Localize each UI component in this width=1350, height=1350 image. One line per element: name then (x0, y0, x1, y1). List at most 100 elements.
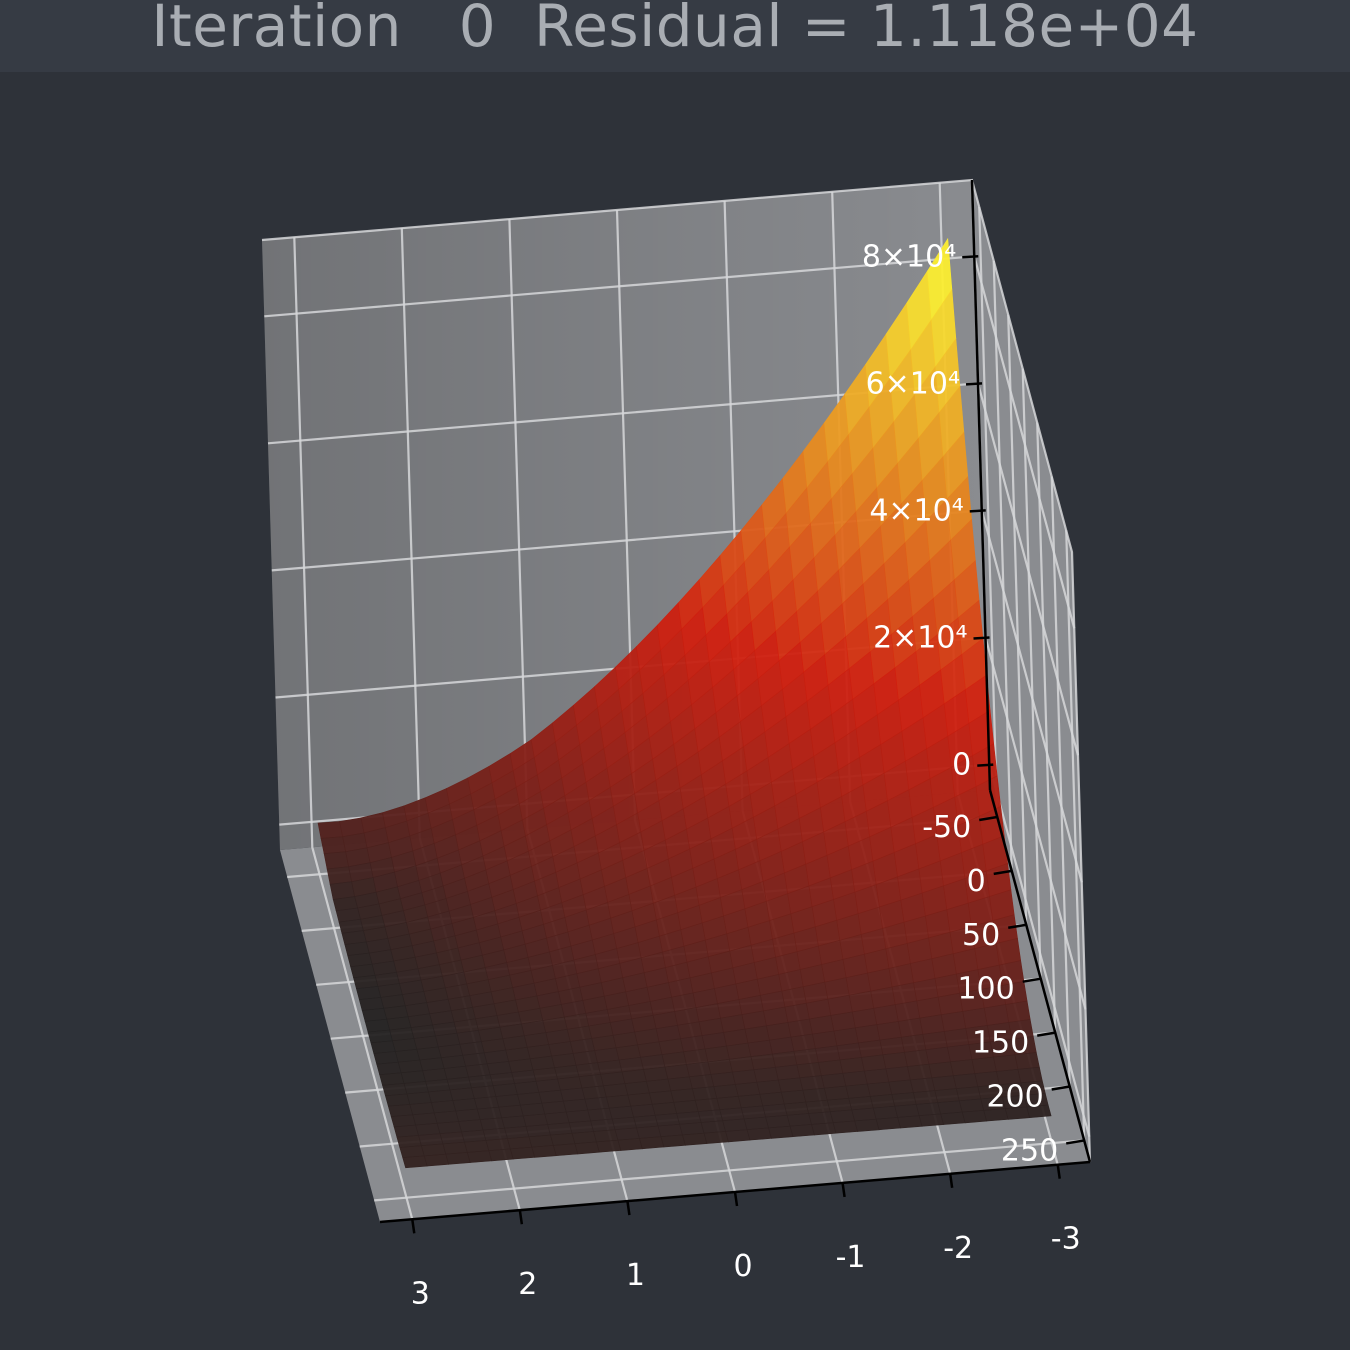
z-axis-line (970, 179, 992, 791)
surface-patch (646, 1078, 672, 1094)
surface-patch (909, 1077, 936, 1093)
x-tick (1056, 1164, 1061, 1179)
surface-patch (872, 1105, 898, 1120)
surface-patch (568, 1120, 594, 1134)
y-tick-label: -50 (922, 810, 971, 845)
surface-patch (851, 1107, 877, 1122)
surface-patch (323, 851, 349, 870)
z-tick (969, 509, 986, 513)
y-tick (1008, 923, 1027, 930)
surface-patch (387, 1104, 414, 1117)
surface-patch (922, 1031, 948, 1051)
surface-patch (869, 1094, 896, 1109)
surface-patch (689, 1074, 715, 1090)
surface-patch (943, 1028, 970, 1048)
surface-patch (633, 1114, 659, 1129)
surface-patch (716, 1095, 742, 1111)
surface-patch (854, 1118, 880, 1132)
surface-patch (415, 1122, 441, 1136)
surface-patch (608, 1105, 634, 1120)
surface-patch (848, 1096, 874, 1111)
surface-patch (789, 1124, 815, 1138)
surface-patch (768, 1125, 794, 1139)
surface-patch (836, 1042, 862, 1061)
surface-patch (845, 1083, 871, 1099)
y-tick (1065, 1139, 1085, 1145)
surface-patch (811, 1122, 837, 1136)
surface-patch (894, 1000, 921, 1022)
surface-patch (525, 1124, 551, 1138)
surface-patch (707, 1058, 733, 1075)
tick-labels: 0 2×10⁴ 4×10⁴ 6×10⁴ 8×10⁴ -50 0 50 100 150 200 250 3… (411, 239, 1081, 1311)
surface-patch (418, 1133, 444, 1147)
surface-patch (587, 1107, 613, 1122)
surface-patch (396, 1135, 422, 1148)
surface-patch (544, 1111, 570, 1125)
surface-patch (815, 1045, 841, 1063)
surface-patch (983, 1004, 1010, 1026)
surface-patch (442, 1141, 468, 1155)
x-tick (948, 1173, 954, 1188)
surface-patch (596, 1139, 622, 1153)
surface-patch (762, 1103, 788, 1118)
surface-patch (519, 1102, 546, 1117)
surface-patch (861, 1054, 887, 1072)
y-tick (1037, 1031, 1056, 1037)
surface-patch (436, 1121, 462, 1135)
surface-patch (897, 1115, 923, 1129)
surface-patch (740, 1105, 766, 1120)
surface-patch (777, 1077, 804, 1093)
surface-patch (458, 1119, 484, 1133)
z-tick (962, 255, 979, 259)
surface-patch (916, 996, 942, 1019)
surface-patch (605, 1094, 632, 1109)
title-prefix: Iteration (151, 0, 402, 60)
surface-patch (651, 1101, 677, 1116)
surface-mesh (317, 237, 1052, 1169)
surface-patch (719, 1107, 745, 1122)
surface-patch (574, 1141, 600, 1155)
surface-patch (802, 1087, 828, 1103)
surface-patch (958, 1098, 985, 1113)
surface-patch (950, 1059, 976, 1077)
x-tick (411, 1219, 416, 1234)
surface-patch (639, 1136, 665, 1150)
surface-patch (875, 1117, 901, 1131)
y-tick-label: 0 (967, 864, 986, 899)
surface-patch (584, 1096, 610, 1111)
surface-patch (808, 1111, 834, 1125)
surface-patch (509, 1146, 536, 1160)
surface-patch (593, 1129, 619, 1143)
surface-patch (786, 1113, 812, 1127)
surface-patch (528, 1134, 554, 1148)
surface-patch (694, 1097, 721, 1112)
surface-patch (900, 1033, 927, 1053)
y-tick-label: 150 (972, 1026, 1029, 1061)
surface-patch (399, 1145, 425, 1158)
surface-patch (882, 1051, 908, 1070)
surface-patch (866, 1081, 893, 1097)
surface-patch (476, 1106, 502, 1120)
surface-patch (660, 1134, 686, 1148)
x-tick-label: -1 (836, 1240, 866, 1275)
surface-patch (433, 1110, 459, 1124)
surface-patch (832, 1120, 858, 1134)
y-tick-label: 250 (1001, 1133, 1058, 1168)
surface-patch (891, 1092, 917, 1107)
surface-patch (464, 1140, 490, 1153)
surface-patch (839, 1057, 865, 1074)
surface-patch (402, 1155, 428, 1169)
surface-patch (507, 1136, 533, 1150)
z-tick (965, 382, 983, 386)
surface-patch (925, 1046, 951, 1065)
y-tick (993, 869, 1012, 876)
pane-edge (261, 178, 1092, 1163)
x-tick (733, 1191, 739, 1207)
surface-patch (858, 1039, 884, 1058)
surface-patch (873, 1004, 899, 1025)
surface-patch (547, 1122, 573, 1136)
tick-marks (411, 255, 1085, 1234)
surface-patch (466, 1150, 493, 1163)
surface-patch (531, 1145, 557, 1158)
surface-patch (317, 821, 343, 839)
